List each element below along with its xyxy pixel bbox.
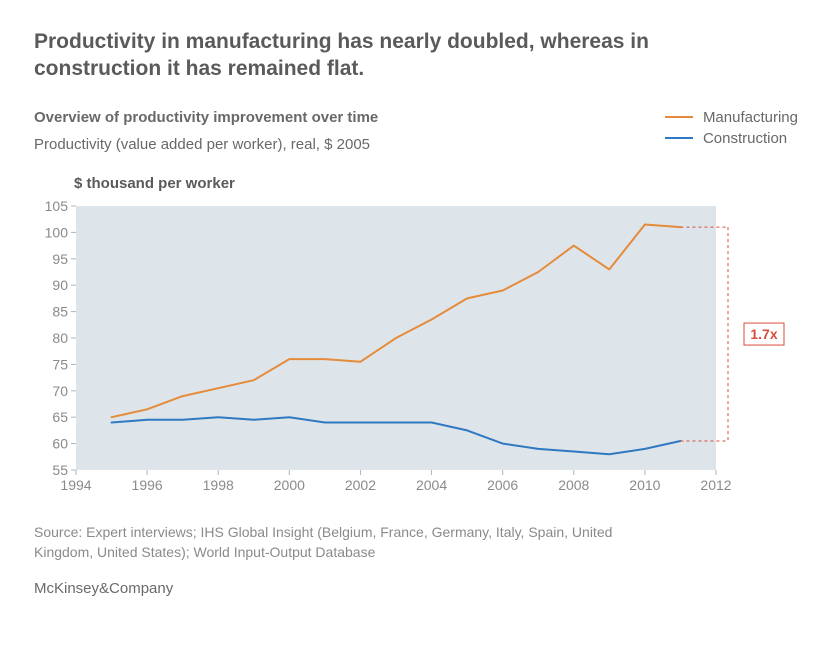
chart-subtitle: Overview of productivity improvement ove… <box>34 109 378 126</box>
legend: Manufacturing Construction <box>665 109 798 151</box>
chart-area: 55 60 65 70 75 80 85 90 95 100 105 1994 1996 1998 2000… <box>34 200 794 500</box>
svg-text:90: 90 <box>52 277 68 293</box>
svg-text:1.7x: 1.7x <box>750 326 777 342</box>
svg-text:2012: 2012 <box>700 477 731 493</box>
chart-title: Productivity in manufacturing has nearly… <box>34 28 674 83</box>
y-axis-title: $ thousand per worker <box>74 175 798 192</box>
svg-text:1996: 1996 <box>132 477 163 493</box>
legend-label-construction: Construction <box>703 130 787 147</box>
legend-swatch-construction <box>665 137 693 139</box>
subtitle-row: Overview of productivity improvement ove… <box>34 109 798 175</box>
subtitle-block: Overview of productivity improvement ove… <box>34 109 378 175</box>
svg-text:100: 100 <box>45 224 69 240</box>
svg-text:60: 60 <box>52 435 68 451</box>
svg-text:105: 105 <box>45 200 69 214</box>
brand-logo: McKinsey&Company <box>34 580 798 597</box>
svg-text:2008: 2008 <box>558 477 589 493</box>
legend-swatch-manufacturing <box>665 116 693 118</box>
source-note: Source: Expert interviews; IHS Global In… <box>34 522 674 563</box>
svg-text:2004: 2004 <box>416 477 447 493</box>
svg-text:1994: 1994 <box>60 477 91 493</box>
svg-text:1998: 1998 <box>203 477 234 493</box>
svg-text:2002: 2002 <box>345 477 376 493</box>
svg-text:2000: 2000 <box>274 477 305 493</box>
svg-text:85: 85 <box>52 303 68 319</box>
svg-text:70: 70 <box>52 382 68 398</box>
svg-text:75: 75 <box>52 356 68 372</box>
svg-text:80: 80 <box>52 330 68 346</box>
svg-text:2010: 2010 <box>629 477 660 493</box>
svg-text:55: 55 <box>52 462 68 478</box>
legend-item-construction: Construction <box>665 130 798 147</box>
chart-card: Productivity in manufacturing has nearly… <box>0 0 832 660</box>
svg-text:2006: 2006 <box>487 477 518 493</box>
line-chart-svg: 55 60 65 70 75 80 85 90 95 100 105 1994 1996 1998 2000… <box>34 200 794 500</box>
svg-text:95: 95 <box>52 250 68 266</box>
svg-text:65: 65 <box>52 409 68 425</box>
legend-label-manufacturing: Manufacturing <box>703 109 798 126</box>
yaxis-note: Productivity (value added per worker), r… <box>34 136 378 153</box>
legend-item-manufacturing: Manufacturing <box>665 109 798 126</box>
